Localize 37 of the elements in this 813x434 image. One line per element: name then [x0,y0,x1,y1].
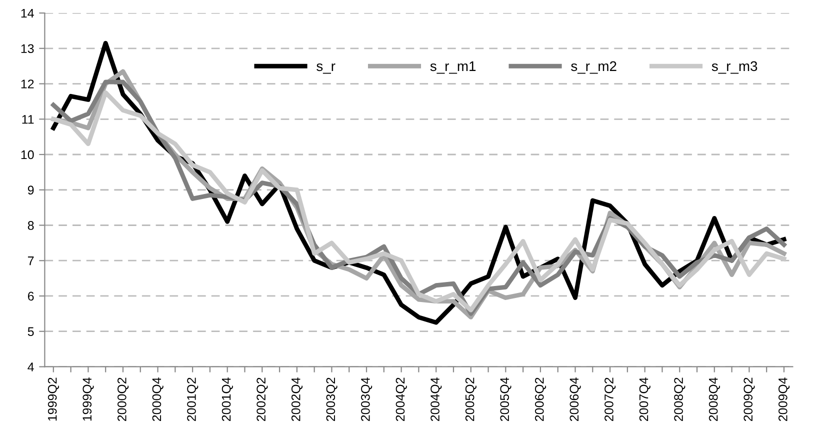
x-tick-label: 2003Q4 [361,378,372,421]
y-tick-label: 7 [28,256,34,266]
x-tick-label: 2004Q2 [396,378,407,421]
y-tick-label: 14 [21,8,34,18]
x-tick-label: 2003Q2 [326,378,338,421]
x-tick-label: 2002Q2 [256,378,268,421]
x-tick-label: 2000Q2 [117,378,129,421]
x-tick-label: 2002Q4 [291,378,303,421]
x-tick-label: 2005Q2 [465,378,476,421]
x-tick-label: 2000Q4 [152,378,164,421]
x-tick-label: 2001Q2 [187,378,198,421]
y-tick-label: 6 [28,292,34,301]
y-tick-label: 5 [28,327,34,336]
x-tick-label: 2007Q2 [604,378,616,421]
legend-label: s_r_m2 [571,61,616,74]
x-tick-label: 2006Q4 [570,378,581,421]
x-tick-label: 2005Q4 [500,378,512,421]
x-tick-label: 2008Q4 [708,378,720,421]
y-tick-label: 11 [22,115,34,124]
x-tick-label: 2008Q2 [674,378,686,421]
y-tick-label: 13 [21,44,34,54]
x-tick-label: 2007Q4 [639,378,650,421]
y-tick-label: 4 [28,362,34,372]
x-tick-label: 2004Q4 [430,378,442,421]
x-tick-label: 2009Q4 [778,378,790,421]
legend-label: s_r [316,63,336,74]
x-tick-label: 2006Q2 [534,378,546,421]
y-tick-label: 10 [21,150,34,160]
x-tick-label: 1999Q4 [82,378,94,421]
x-tick-label: 1999Q2 [48,378,60,421]
legend-label: s_r_m1 [430,61,476,74]
x-tick-label: 2001Q4 [222,378,233,421]
y-tick-label: 9 [28,186,34,195]
y-tick-label: 8 [28,221,34,230]
x-tick-label: 2009Q2 [744,378,755,421]
y-tick-label: 12 [21,80,34,88]
legend-label: s_r_m3 [712,61,758,74]
